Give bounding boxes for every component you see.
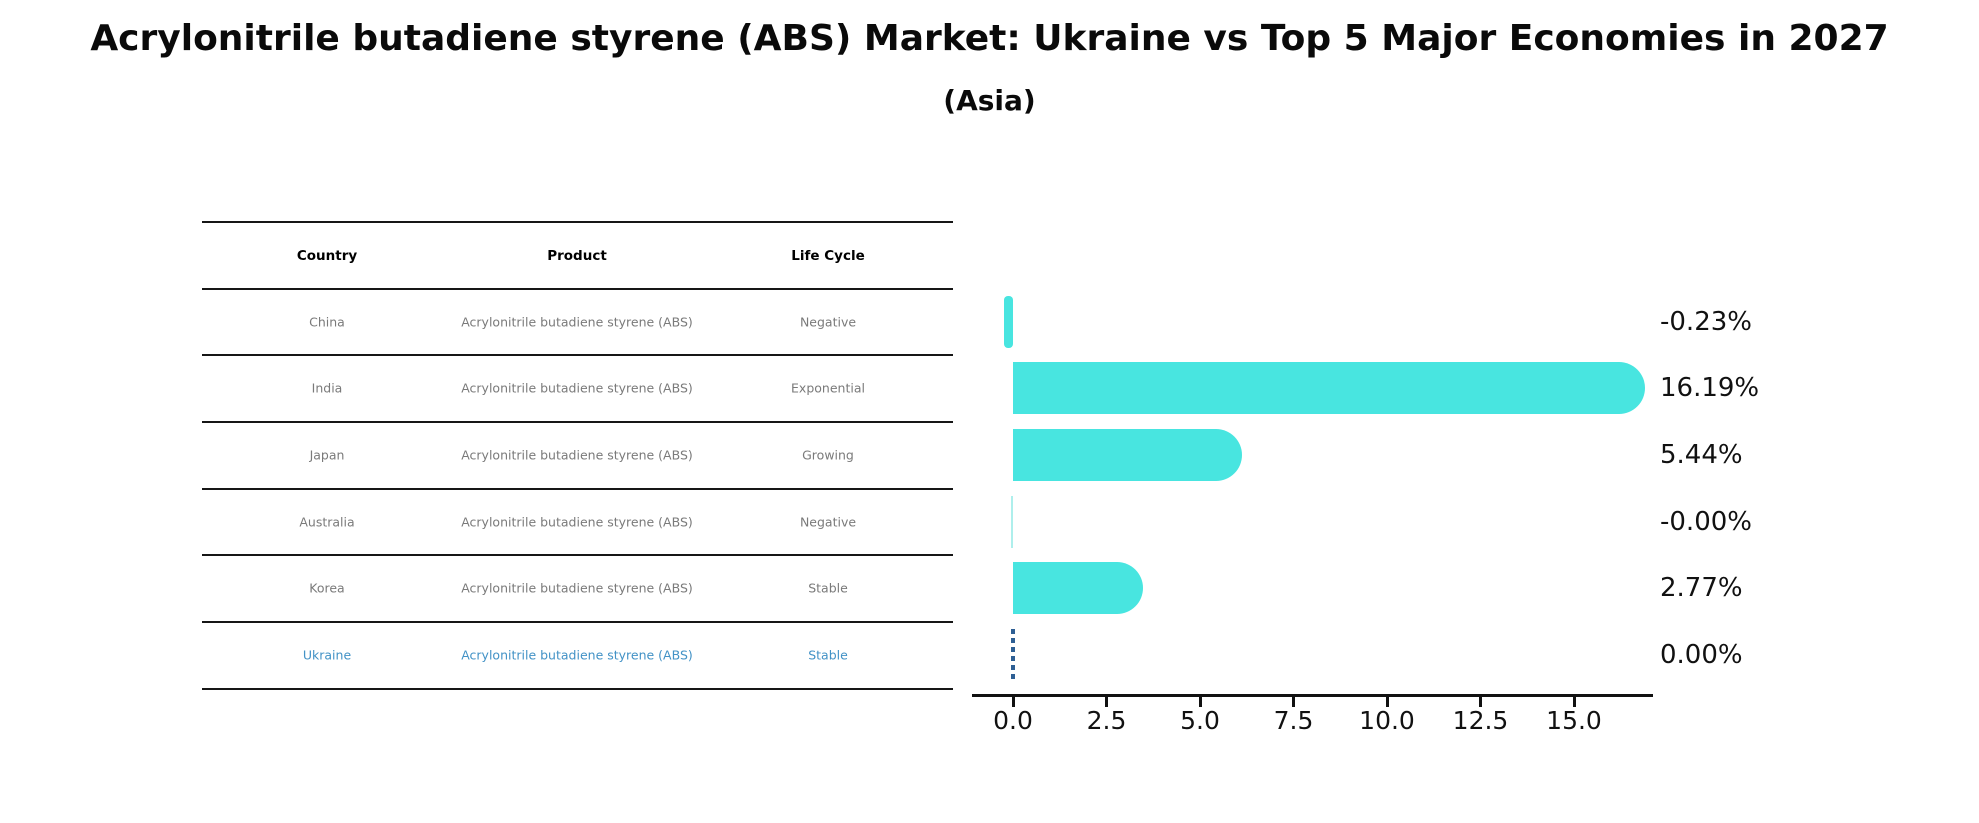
x-tick-label-1: 2.5 bbox=[1086, 706, 1127, 735]
table-rule bbox=[202, 354, 953, 356]
country-cell: Japan bbox=[309, 447, 345, 463]
country-cell: Australia bbox=[299, 514, 355, 530]
x-tick-label-3: 7.5 bbox=[1273, 706, 1314, 735]
bar-india bbox=[1013, 362, 1645, 414]
bar-ukraine-zero-line bbox=[1011, 629, 1015, 681]
table-rule bbox=[202, 488, 953, 490]
x-tick-mark bbox=[1572, 697, 1576, 707]
chart-subtitle: (Asia) bbox=[943, 84, 1036, 117]
x-tick-label-6: 15.0 bbox=[1546, 706, 1602, 735]
value-label-india: 16.19% bbox=[1660, 373, 1760, 403]
bar-australia bbox=[1011, 496, 1013, 548]
table-rule bbox=[202, 554, 953, 556]
value-label-japan: 5.44% bbox=[1660, 440, 1743, 470]
x-tick-mark bbox=[1011, 697, 1015, 707]
country-cell: China bbox=[309, 314, 345, 330]
lifecycle-cell: Exponential bbox=[791, 380, 865, 396]
lifecycle-cell: Negative bbox=[799, 514, 857, 530]
lifecycle-cell: Growing bbox=[802, 447, 854, 463]
product-cell: Acrylonitrile butadiene styrene (ABS) bbox=[461, 380, 693, 396]
product-cell: Acrylonitrile butadiene styrene (ABS) bbox=[461, 447, 693, 463]
product-cell: Acrylonitrile butadiene styrene (ABS) bbox=[461, 580, 693, 596]
x-tick-label-0: 0.0 bbox=[993, 706, 1033, 735]
table-rule bbox=[202, 421, 953, 423]
table-rule bbox=[202, 288, 953, 290]
x-tick-mark bbox=[1198, 697, 1202, 707]
country-cell: Ukraine bbox=[302, 647, 352, 663]
table-rule bbox=[202, 221, 953, 223]
table-header-product: Product bbox=[547, 248, 607, 264]
x-tick-label-4: 10.0 bbox=[1359, 706, 1415, 735]
x-tick-mark bbox=[1292, 697, 1295, 707]
bar-china bbox=[1004, 296, 1013, 348]
value-label-ukraine: 0.00% bbox=[1660, 640, 1743, 670]
x-tick-label-2: 5.0 bbox=[1180, 706, 1220, 735]
x-tick-mark bbox=[1385, 697, 1389, 707]
value-label-korea: 2.77% bbox=[1660, 573, 1743, 603]
table-rule bbox=[202, 688, 953, 690]
value-label-china: -0.23% bbox=[1660, 307, 1752, 337]
bar-japan bbox=[1013, 429, 1243, 481]
country-cell: India bbox=[311, 380, 343, 396]
x-axis-spine bbox=[972, 694, 1653, 697]
bar-korea bbox=[1013, 562, 1143, 614]
product-cell: Acrylonitrile butadiene styrene (ABS) bbox=[461, 514, 693, 530]
x-tick-mark bbox=[1105, 697, 1108, 707]
lifecycle-cell: Negative bbox=[799, 314, 857, 330]
lifecycle-cell: Stable bbox=[808, 580, 848, 596]
value-label-australia: -0.00% bbox=[1660, 507, 1752, 537]
lifecycle-cell: Stable bbox=[808, 647, 848, 663]
x-tick-label-5: 12.5 bbox=[1452, 706, 1509, 735]
table-header-lifecycle: Life Cycle bbox=[791, 248, 865, 264]
x-tick-mark bbox=[1479, 697, 1482, 707]
chart-title: Acrylonitrile butadiene styrene (ABS) Ma… bbox=[90, 18, 1889, 59]
product-cell: Acrylonitrile butadiene styrene (ABS) bbox=[461, 647, 693, 663]
table-rule bbox=[202, 621, 953, 623]
product-cell: Acrylonitrile butadiene styrene (ABS) bbox=[461, 314, 693, 330]
table-header-country: Country bbox=[296, 248, 358, 264]
country-cell: Korea bbox=[309, 580, 345, 596]
